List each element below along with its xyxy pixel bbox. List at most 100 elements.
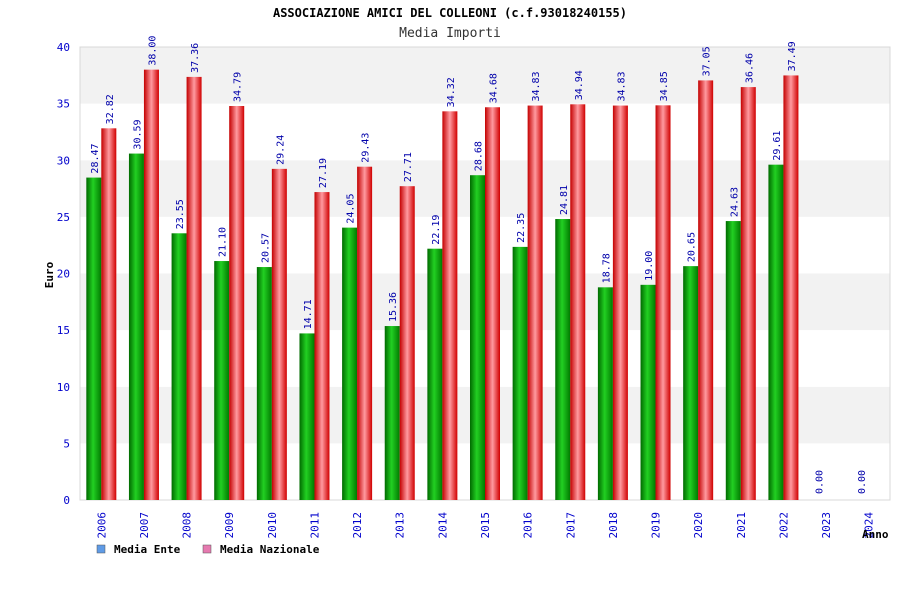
x-tick-label: 2010 [266, 512, 279, 539]
x-tick-label: 2015 [479, 512, 492, 539]
bar-media-ente [342, 227, 358, 501]
y-axis-label: Euro [43, 261, 56, 288]
bar-media-nazionale [357, 166, 373, 500]
value-label-nazionale: 37.36 [190, 43, 201, 73]
value-label-ente: 0.00 [857, 470, 868, 494]
value-label-nazionale: 37.05 [702, 46, 713, 76]
bar-media-ente [512, 246, 528, 500]
x-tick-label: 2007 [138, 512, 151, 539]
value-label-ente: 14.71 [303, 299, 314, 329]
y-tick-label: 5 [63, 437, 70, 450]
value-label-ente: 20.65 [687, 232, 698, 262]
bar-media-nazionale [783, 75, 799, 500]
value-label-ente: 23.55 [175, 199, 186, 229]
bar-media-nazionale [485, 107, 500, 501]
value-label-nazionale: 32.82 [105, 94, 116, 124]
bar-media-nazionale [101, 128, 117, 500]
value-label-nazionale: 34.94 [574, 70, 585, 100]
value-label-nazionale: 36.46 [744, 53, 755, 83]
bar-media-ente [171, 233, 187, 500]
x-tick-label: 2021 [735, 512, 748, 539]
bar-media-ente [299, 333, 315, 500]
legend-label-ente: Media Ente [114, 543, 181, 556]
bar-media-nazionale [399, 186, 415, 500]
value-label-nazionale: 34.85 [659, 71, 670, 101]
value-label-nazionale: 29.24 [275, 135, 286, 165]
bar-media-nazionale [740, 87, 756, 500]
value-label-ente: 22.35 [516, 213, 527, 243]
x-tick-label: 2006 [95, 512, 108, 539]
value-label-ente: 21.10 [218, 227, 229, 257]
x-tick-label: 2023 [820, 512, 833, 539]
x-tick-label: 2011 [308, 512, 321, 539]
value-label-ente: 28.68 [474, 141, 485, 171]
y-tick-label: 30 [57, 154, 70, 167]
x-tick-label: 2020 [692, 512, 705, 539]
value-label-nazionale: 27.71 [403, 152, 414, 182]
value-label-ente: 22.19 [431, 215, 442, 245]
value-label-ente: 19.00 [644, 251, 655, 281]
bar-media-ente [683, 266, 699, 500]
bar-media-ente [470, 175, 485, 500]
bar-media-ente [128, 153, 144, 501]
value-label-ente: 28.47 [90, 143, 101, 173]
x-tick-label: 2014 [436, 512, 449, 539]
bar-media-nazionale [442, 111, 458, 501]
legend-label-nazionale: Media Nazionale [220, 543, 320, 556]
bar-media-nazionale [570, 104, 586, 500]
chart-title: ASSOCIAZIONE AMICI DEL COLLEONI (c.f.930… [273, 6, 627, 20]
y-axis-ticks: 0 5 10 15 20 25 30 35 40 [57, 41, 70, 507]
bar-media-nazionale [271, 168, 287, 500]
x-tick-label: 2009 [223, 512, 236, 539]
value-label-nazionale: 34.79 [233, 72, 244, 102]
y-tick-label: 0 [63, 494, 70, 507]
value-label-nazionale: 27.19 [318, 158, 329, 188]
value-label-nazionale: 38.00 [147, 36, 158, 66]
value-label-nazionale: 37.49 [787, 41, 798, 71]
y-tick-label: 35 [57, 98, 70, 111]
bar-media-ente [768, 164, 784, 500]
value-label-nazionale: 34.32 [446, 77, 457, 107]
y-tick-label: 15 [57, 324, 70, 337]
bar-media-nazionale [314, 192, 330, 501]
bar-media-ente [256, 267, 272, 500]
y-tick-label: 40 [57, 41, 70, 54]
value-label-ente: 29.61 [772, 131, 783, 161]
value-label-ente: 30.59 [132, 119, 143, 149]
bar-media-ente [597, 287, 613, 500]
value-label-nazionale: 34.83 [616, 71, 627, 101]
y-tick-label: 20 [57, 268, 70, 281]
bar-media-nazionale [143, 69, 159, 501]
bar-media-ente [427, 248, 443, 500]
x-tick-label: 2012 [351, 512, 364, 539]
x-axis-label: Anno [862, 528, 889, 541]
bar-media-nazionale [229, 106, 245, 501]
value-label-ente: 18.78 [601, 253, 612, 283]
x-tick-label: 2024 [863, 512, 876, 539]
bar-media-ente [214, 261, 230, 500]
bar-media-ente [86, 177, 102, 500]
legend-swatch-ente [96, 544, 106, 554]
y-tick-label: 25 [57, 211, 70, 224]
bar-media-nazionale [527, 105, 543, 501]
bar-media-ente [555, 219, 571, 501]
value-labels: 28.47 32.82 30.59 38.00 23.55 37.36 21.10 34.79… [90, 36, 868, 494]
bar-media-ente [384, 326, 400, 500]
chart-subtitle: Media Importi [399, 26, 501, 41]
x-axis-ticks: 2006 2007 2008 2009 2010 2011 2012 2013 2014 2015… [95, 512, 875, 539]
legend-swatch-nazionale [202, 544, 212, 554]
bar-media-nazionale [698, 80, 714, 500]
legend: Media Ente Media Nazionale [96, 543, 320, 556]
value-label-nazionale: 34.83 [531, 71, 542, 101]
value-label-nazionale: 29.43 [361, 133, 372, 163]
x-tick-label: 2019 [650, 512, 663, 539]
value-label-ente: 24.05 [346, 194, 357, 224]
bar-media-ente [725, 221, 741, 500]
value-label-ente: 20.57 [260, 233, 271, 263]
x-tick-label: 2018 [607, 512, 620, 539]
bar-media-ente [640, 284, 656, 500]
bar-media-nazionale [655, 105, 671, 500]
value-label-ente: 24.63 [729, 187, 740, 217]
value-label-ente: 24.81 [559, 185, 570, 215]
